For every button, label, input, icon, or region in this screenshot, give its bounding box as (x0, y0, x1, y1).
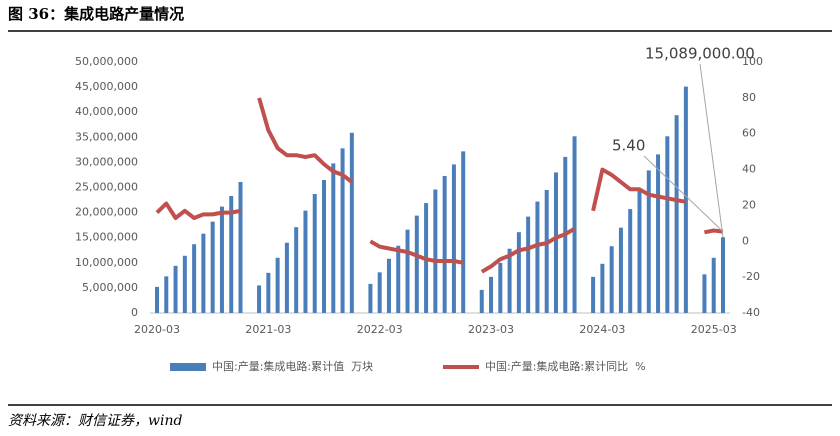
bar (451, 164, 456, 313)
bar (377, 272, 382, 313)
y-tick-label: 5,000,000 (82, 281, 138, 294)
y-tick-label: 50,000,000 (75, 55, 138, 68)
leader-line (643, 155, 724, 232)
y-tick-label: 30,000,000 (75, 155, 138, 168)
bar (414, 215, 419, 313)
bar (433, 189, 438, 313)
y-tick-label: 10,000,000 (75, 256, 138, 269)
bar (609, 246, 614, 313)
x-tick-label: 2024-03 (579, 323, 625, 336)
bar (322, 179, 327, 313)
bar (201, 233, 206, 313)
chart-title: 图 36：集成电路产量情况 (8, 5, 184, 23)
bar (656, 154, 661, 313)
bar (164, 276, 169, 313)
bar (628, 209, 633, 313)
bar (238, 181, 243, 313)
y-tick-label: 0 (131, 306, 138, 319)
y-tick-label: 35,000,000 (75, 130, 138, 143)
bar (257, 285, 262, 313)
bar (386, 258, 391, 313)
leader-line (699, 63, 724, 238)
value-label: 15,089,000.00 (645, 45, 755, 63)
y-tick-label: 40,000,000 (75, 105, 138, 118)
x-tick-label: 2023-03 (468, 323, 514, 336)
y2-tick-label: 100 (742, 55, 763, 68)
bar (275, 257, 280, 313)
bar (331, 163, 336, 313)
bar (192, 244, 197, 313)
bar (674, 115, 679, 313)
y2-tick-label: 40 (742, 163, 756, 176)
bar (507, 248, 512, 313)
bar (173, 265, 178, 313)
bar (461, 151, 466, 313)
y2-tick-label: 60 (742, 127, 756, 140)
bar (442, 175, 447, 313)
bar (368, 283, 373, 313)
x-tick-label: 2022-03 (357, 323, 403, 336)
bar (479, 289, 484, 313)
bar (572, 136, 577, 313)
bar (591, 276, 596, 313)
bar (498, 262, 503, 313)
legend-label: 中国:产量:集成电路:累计值 万块 (212, 359, 373, 373)
bar (396, 245, 401, 313)
line (155, 97, 724, 274)
y-tick-label: 15,000,000 (75, 231, 138, 244)
value-label: 5.40 (612, 137, 645, 155)
y2-tick-label: 20 (742, 198, 756, 211)
bar (303, 210, 308, 313)
y2-tick-label: 80 (742, 91, 756, 104)
legend-swatch (170, 363, 206, 371)
bar (646, 170, 651, 313)
bar (553, 172, 558, 313)
bar (535, 201, 540, 313)
bar (489, 276, 494, 313)
bar (637, 190, 642, 313)
bar (702, 274, 707, 313)
bar (600, 263, 605, 313)
bar (405, 229, 410, 313)
y2-tick-label: 0 (742, 234, 749, 247)
y2-tick-label: -20 (742, 270, 760, 283)
bar (284, 242, 289, 313)
y-tick-label: 45,000,000 (75, 80, 138, 93)
bar (721, 237, 725, 313)
bar (349, 132, 354, 313)
legend-label: 中国:产量:集成电路:累计同比 % (485, 359, 646, 373)
y2-tick-label: -40 (742, 306, 760, 319)
bar (618, 227, 623, 313)
x-tick-label: 2020-03 (134, 323, 180, 336)
bar (312, 194, 317, 313)
bar (229, 196, 234, 313)
x-tick-label: 2025-03 (691, 323, 737, 336)
bar (266, 272, 271, 313)
y-tick-label: 25,000,000 (75, 181, 138, 194)
bar (526, 216, 531, 313)
bar (155, 286, 159, 313)
y-tick-label: 20,000,000 (75, 206, 138, 219)
bar (182, 255, 187, 313)
bar (340, 148, 345, 313)
bar (516, 232, 521, 313)
x-tick-label: 2021-03 (245, 323, 291, 336)
bar (210, 221, 215, 313)
bar (711, 257, 716, 313)
source: 资料来源：财信证券，wind (8, 413, 182, 429)
bar (294, 227, 299, 313)
bar (544, 190, 549, 313)
bar (665, 136, 670, 313)
bar (219, 206, 224, 313)
